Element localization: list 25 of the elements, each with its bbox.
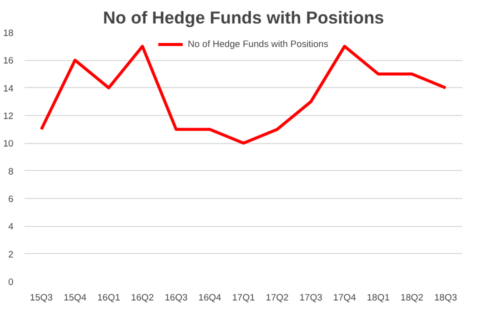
y-tick-label: 4	[8, 222, 14, 232]
x-tick-label: 17Q4	[333, 292, 356, 302]
x-tick-label: 16Q4	[198, 292, 222, 302]
x-tick-label: 18Q3	[434, 292, 458, 302]
x-tick-label: 15Q3	[30, 292, 53, 302]
y-tick-label: 16	[3, 56, 14, 66]
y-tick-label: 14	[3, 83, 14, 94]
y-tick-label: 12	[3, 111, 14, 121]
x-tick-label: 16Q1	[97, 292, 120, 302]
legend-label: No of Hedge Funds with Positions	[188, 39, 328, 49]
x-tick-label: 17Q2	[266, 292, 289, 302]
y-tick-label: 6	[8, 194, 14, 204]
x-tick-label: 18Q2	[400, 292, 424, 302]
x-tick-label: 15Q4	[64, 292, 86, 302]
y-tick-label: 2	[8, 249, 14, 260]
x-tick-label: 16Q2	[131, 292, 154, 302]
x-tick-label: 18Q1	[366, 292, 390, 302]
y-tick-label: 8	[8, 166, 14, 176]
x-tick-label: 16Q3	[164, 292, 188, 302]
x-tick-label: 17Q1	[232, 292, 255, 302]
y-tick-label: 0	[8, 277, 14, 287]
x-tick-label: 17Q3	[299, 292, 322, 302]
chart-title: No of Hedge Funds with Positions	[102, 8, 384, 28]
y-tick-label: 18	[3, 28, 14, 38]
y-tick-label: 10	[3, 138, 14, 149]
